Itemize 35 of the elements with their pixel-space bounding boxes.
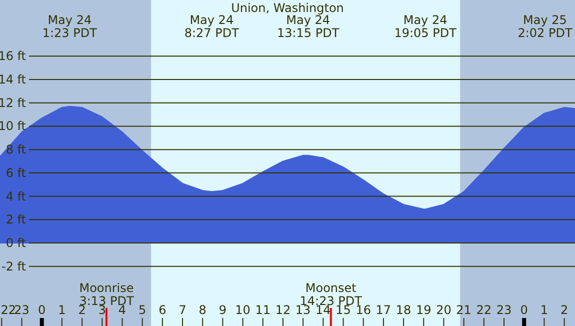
y-tick-label: 4 ft	[6, 189, 26, 204]
x-tick-label: 19	[416, 303, 432, 317]
x-tick-label: 12	[275, 303, 291, 317]
y-tick-label: 2 ft	[6, 212, 26, 227]
x-tick-label: 1	[540, 303, 548, 317]
x-tick-label: 5	[138, 303, 146, 317]
annotation: May 24 13:15 PDT	[276, 13, 340, 40]
annotation: May 25 2:02 PDT	[518, 13, 573, 40]
x-tick-label: 10	[235, 303, 250, 317]
annotation: May 24 1:23 PDT	[42, 13, 98, 40]
y-tick-label: 8 ft	[6, 142, 26, 157]
x-tick-label: 20	[436, 303, 452, 317]
x-tick-label: 6	[158, 303, 166, 317]
x-tick-label: 9	[218, 303, 227, 317]
x-tick-label: 16	[356, 303, 371, 317]
y-tick-label: 6 ft	[6, 166, 26, 180]
x-tick-label: 22	[0, 303, 16, 317]
chart-title: Union, Washington	[231, 1, 344, 15]
y-tick-label: -2 ft	[2, 259, 26, 274]
x-tick-label: 0	[520, 303, 528, 317]
x-tick-label: 17	[376, 303, 392, 317]
x-tick-label: 11	[255, 303, 271, 317]
annotation: May 24 8:27 PDT	[184, 13, 240, 40]
x-tick-label: 18	[396, 303, 412, 317]
x-tick-label: 23	[496, 303, 512, 317]
annotation: May 24 19:05 PDT	[394, 13, 458, 40]
x-tick-label: 2	[560, 303, 568, 317]
x-tick-label: 7	[178, 303, 186, 317]
x-tick-label: 21	[456, 303, 472, 317]
x-tick-label: 22	[476, 303, 492, 317]
x-tick-label: 1	[58, 303, 66, 317]
y-tick-label: 0 ft	[6, 236, 26, 250]
x-tick-label: 0	[38, 303, 46, 317]
x-tick-label: 23	[14, 303, 30, 317]
x-tick-label: 8	[198, 303, 206, 317]
